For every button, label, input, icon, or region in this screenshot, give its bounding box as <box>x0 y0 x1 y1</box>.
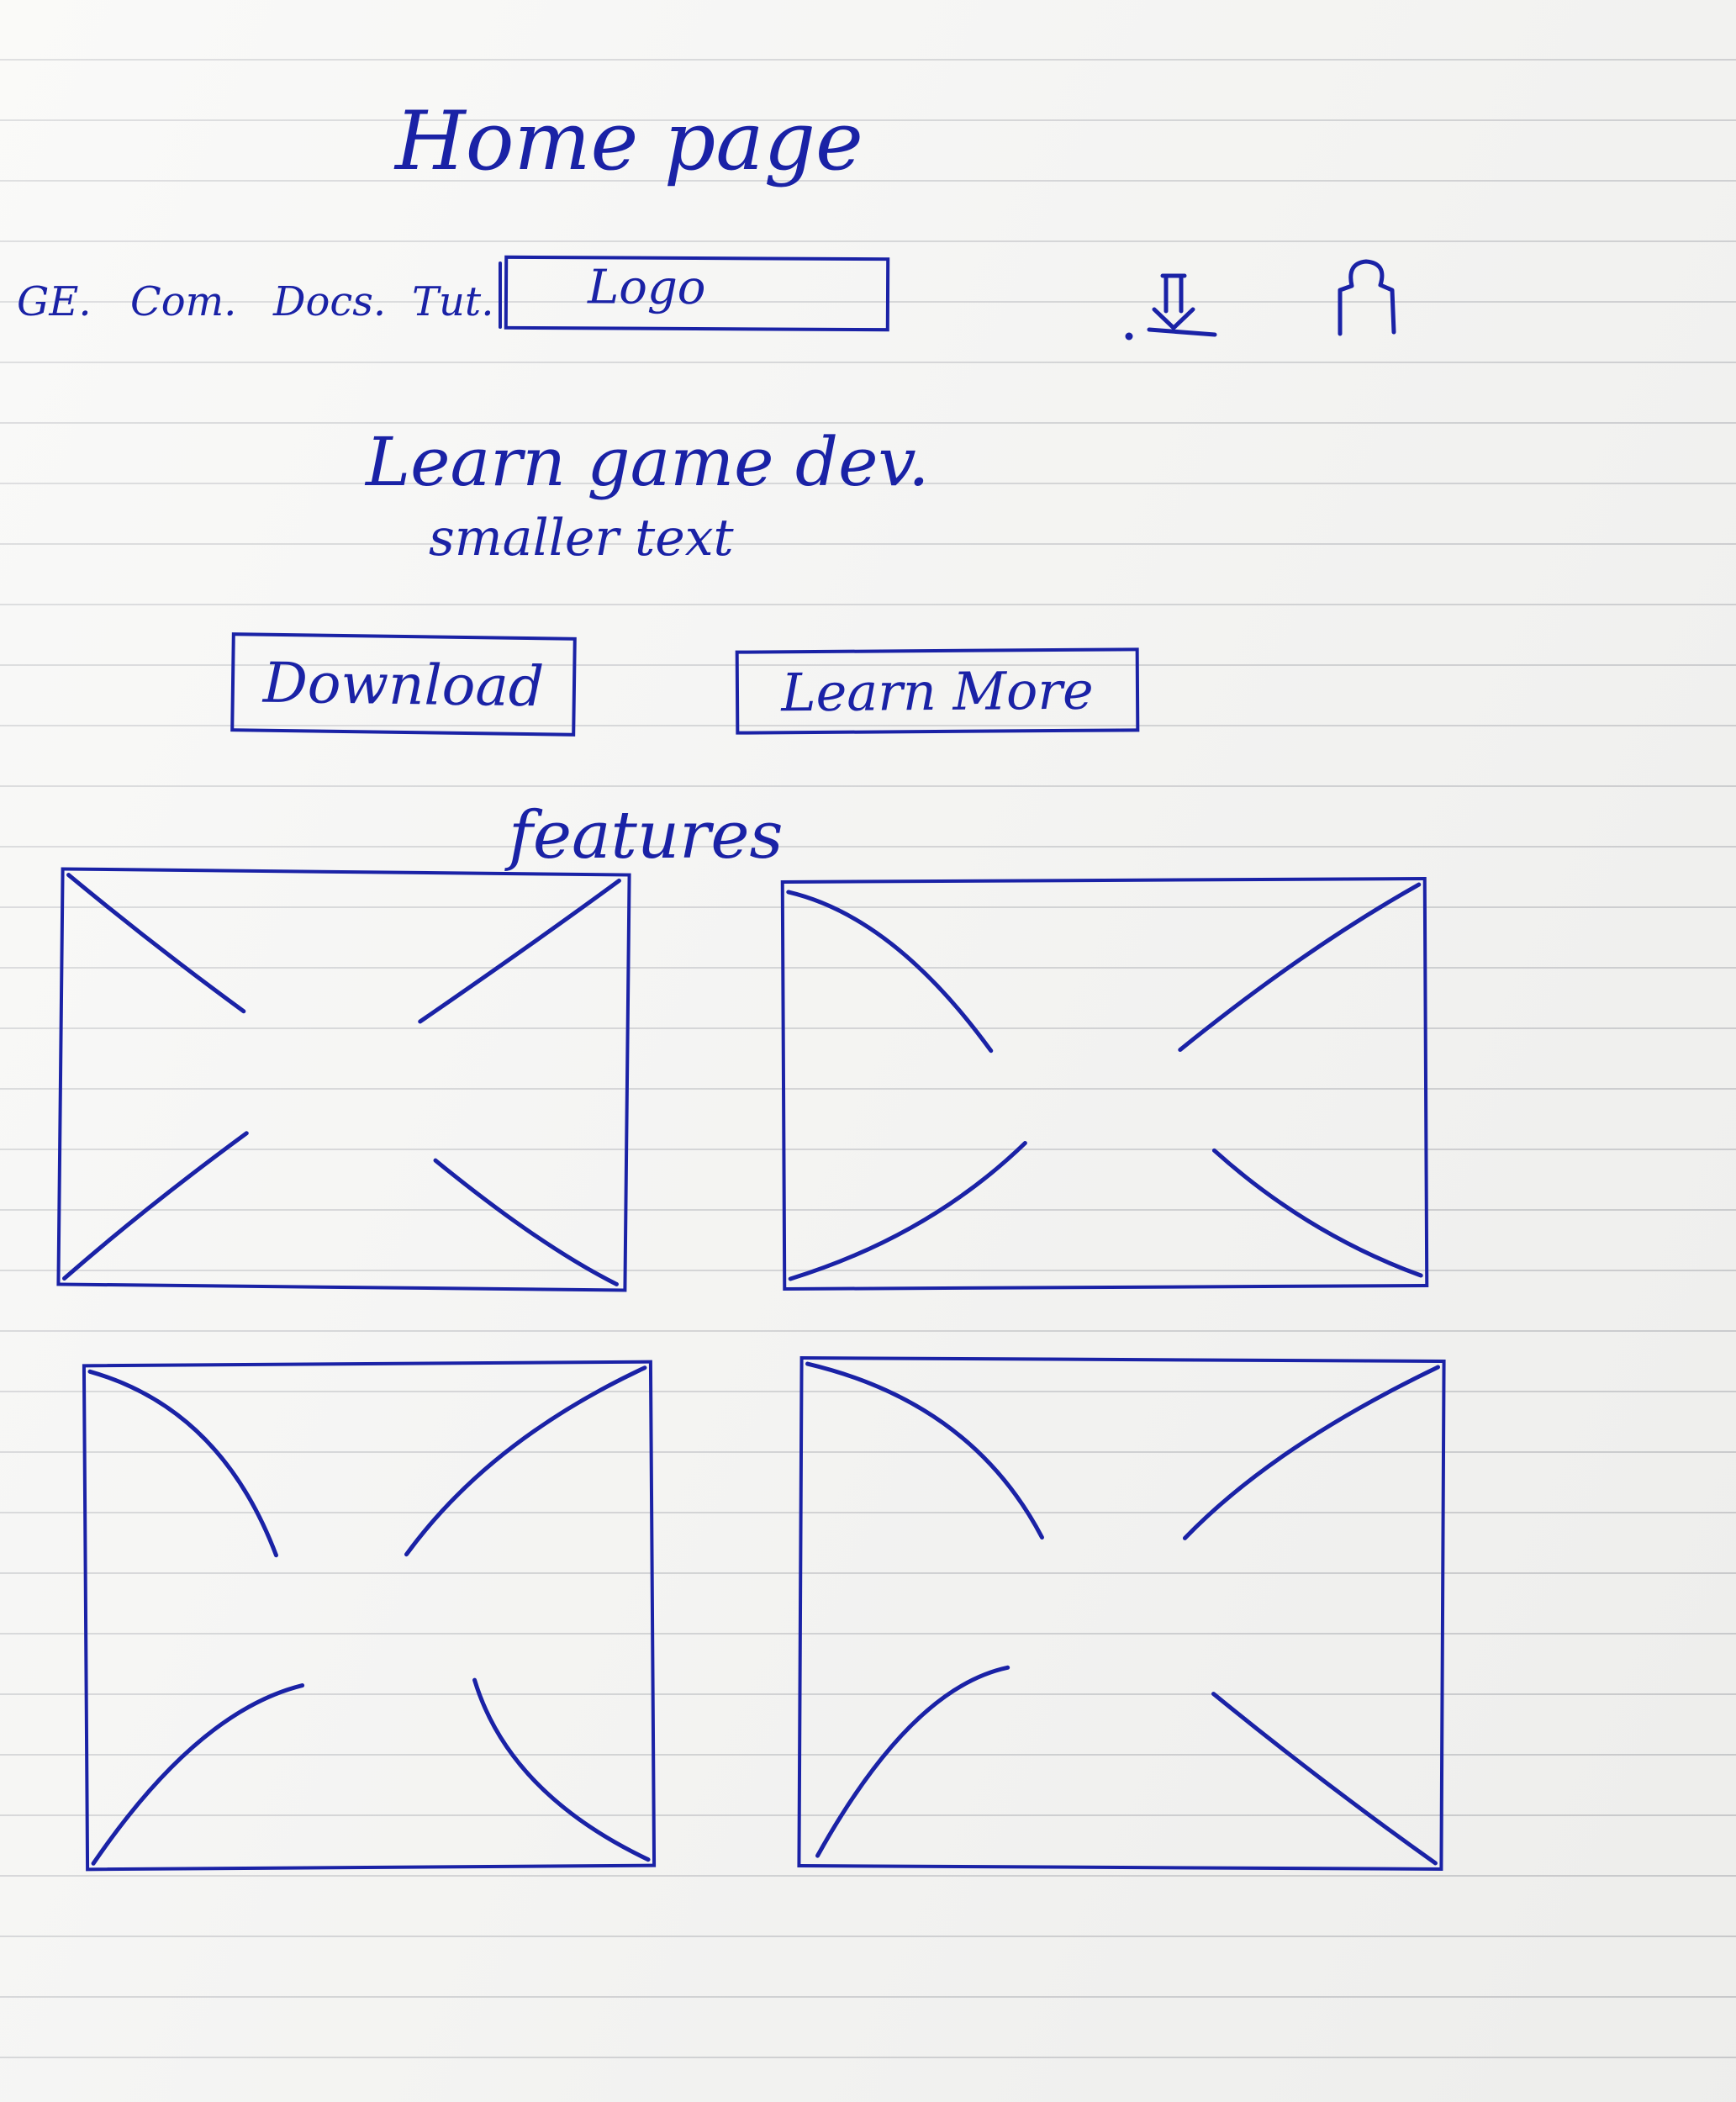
image-placeholder-icon <box>805 1361 1441 1866</box>
nav-item-docs[interactable]: Docs. <box>273 278 387 325</box>
image-placeholder-icon <box>87 1365 651 1866</box>
nav-divider <box>499 261 502 329</box>
nav-item-com[interactable]: Com. <box>130 278 237 325</box>
features-heading: features <box>509 798 784 874</box>
download-button[interactable]: Download <box>230 632 577 737</box>
image-placeholder-icon <box>62 873 621 1286</box>
nav-item-ge[interactable]: GE. <box>17 278 92 325</box>
learn-more-button[interactable]: Learn More <box>735 647 1140 735</box>
image-placeholder-icon <box>786 882 1423 1281</box>
page-title: Home page <box>395 94 863 188</box>
user-icon[interactable] <box>1328 256 1404 341</box>
logo-box[interactable]: Logo <box>504 255 890 332</box>
hero-headline: Learn game dev. <box>366 423 930 501</box>
logo-label: Logo <box>587 260 706 316</box>
feature-card-3[interactable] <box>82 1360 657 1872</box>
learn-more-button-label: Learn More <box>781 659 1094 723</box>
feature-card-4[interactable] <box>797 1355 1446 1872</box>
download-button-label: Download <box>262 650 545 719</box>
feature-card-2[interactable] <box>780 876 1429 1291</box>
download-arrow-icon[interactable] <box>1122 269 1223 345</box>
nav-item-tut[interactable]: Tut. <box>412 278 494 325</box>
feature-card-1[interactable] <box>56 867 631 1292</box>
hero-subtitle: smaller text <box>429 509 734 568</box>
